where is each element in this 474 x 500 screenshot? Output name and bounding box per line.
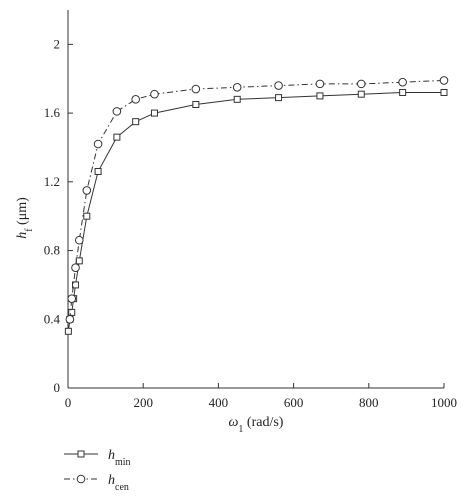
data-point-cen	[82, 186, 92, 195]
axis-labels: hf (μm) ω1 (rad/s)	[15, 197, 284, 435]
data-point-min	[316, 92, 324, 100]
legend-marker-min	[77, 450, 85, 458]
data-point-cen	[232, 83, 242, 92]
data-point-min	[64, 327, 72, 335]
data-point-min	[440, 88, 448, 96]
data-point-min	[275, 94, 283, 102]
data-point-cen	[315, 79, 325, 89]
data-point-min	[72, 281, 80, 289]
axes: 0 200 400 600 800 1000 0 0.4 0.8 1.2 1.6 2	[44, 10, 457, 410]
data-point-cen	[67, 294, 77, 303]
series-layer	[64, 76, 449, 335]
legend-item-min: hmin	[64, 448, 131, 468]
data-point-min	[83, 212, 91, 220]
data-point-min	[68, 308, 76, 316]
data-point-cen	[150, 89, 159, 99]
x-tick-label: 0	[65, 395, 72, 410]
data-point-min	[94, 168, 102, 176]
legend-item-cen: hcen	[64, 473, 129, 493]
data-point-min	[132, 118, 140, 126]
data-point-min	[233, 95, 241, 103]
y-tick-label: 0.4	[44, 311, 61, 326]
series-line-min	[67, 92, 444, 332]
data-point-cen	[439, 76, 449, 85]
legend-label-cen: hcen	[108, 473, 129, 493]
data-point-min	[399, 88, 407, 96]
y-tick-label: 1.2	[44, 174, 60, 189]
x-tick-label: 600	[284, 395, 304, 410]
series-cen	[65, 76, 449, 324]
data-point-cen	[93, 139, 103, 149]
data-point-cen	[191, 84, 201, 94]
x-axis-label: ω1 (rad/s)	[229, 415, 284, 435]
data-point-min	[150, 109, 158, 117]
data-point-cen	[112, 107, 122, 116]
legend-label-min: hmin	[108, 448, 131, 468]
data-point-cen	[274, 81, 283, 90]
x-tick-label: 1000	[431, 395, 457, 410]
data-point-cen	[71, 263, 80, 273]
y-tick-label: 0	[54, 380, 61, 395]
data-point-cen	[398, 77, 407, 87]
data-point-cen	[356, 79, 366, 89]
series-min	[64, 88, 448, 335]
y-tick-label: 2	[54, 36, 61, 51]
data-point-cen	[65, 314, 75, 324]
data-point-cen	[74, 235, 84, 245]
y-tick-label: 0.8	[44, 243, 60, 258]
series-line-cen	[69, 79, 445, 320]
y-axis-label: hf (μm)	[15, 197, 35, 239]
legend: hmin hcen	[64, 448, 131, 493]
data-point-min	[357, 90, 365, 98]
data-point-min	[192, 101, 200, 108]
y-tick-label: 1.6	[44, 105, 61, 120]
data-point-min	[113, 133, 121, 141]
x-tick-label: 200	[133, 395, 153, 410]
x-tick-label: 800	[359, 395, 379, 410]
x-tick-label: 400	[209, 395, 229, 410]
data-point-min	[75, 257, 83, 265]
data-point-cen	[131, 95, 140, 104]
legend-marker-cen	[76, 474, 86, 484]
